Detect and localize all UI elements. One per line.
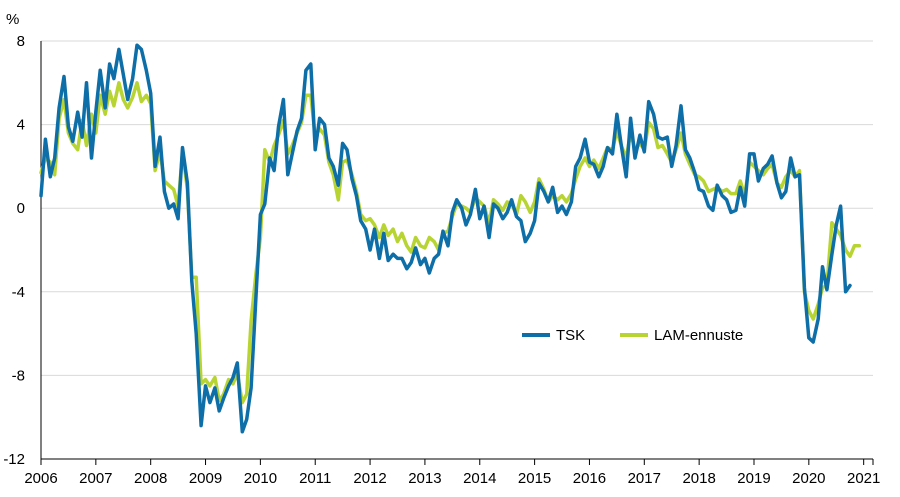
- x-tick-label: 2016: [573, 470, 606, 487]
- y-unit-label: %: [6, 11, 19, 28]
- y-tick-label: 4: [17, 117, 25, 134]
- y-tick-label: 0: [17, 200, 25, 217]
- y-tick-label: 8: [17, 33, 25, 50]
- x-tick-label: 2019: [737, 470, 770, 487]
- x-tick-label: 2009: [189, 470, 222, 487]
- legend-label: TSK: [556, 327, 585, 344]
- x-tick-label: 2014: [463, 470, 496, 487]
- x-tick-label: 2008: [134, 470, 167, 487]
- x-tick-label: 2013: [408, 470, 441, 487]
- x-tick-label: 2010: [244, 470, 277, 487]
- y-tick-labels: 8 4 0 -4 -8 -12: [3, 33, 25, 468]
- y-tick-label: -12: [3, 451, 25, 468]
- x-axis: 2006 2007 2008 2009 2010 2011 2012 2013 2014 2015…: [24, 41, 880, 487]
- series-line-tsk: [39, 43, 852, 434]
- x-tick-label: 2007: [79, 470, 112, 487]
- x-tick-label: 2018: [682, 470, 715, 487]
- x-tick-label: 2015: [518, 470, 551, 487]
- legend: TSK LAM-ennuste: [522, 327, 743, 344]
- x-tick-label: 2017: [628, 470, 661, 487]
- x-tick-label: 2020: [792, 470, 825, 487]
- series-lines: [39, 43, 862, 434]
- y-tick-label: -4: [12, 284, 25, 301]
- x-tick-label: 2011: [299, 470, 331, 487]
- x-tick-label: 2021: [847, 470, 880, 487]
- legend-label: LAM-ennuste: [654, 327, 743, 344]
- x-tick-label: 2012: [353, 470, 386, 487]
- x-tick-label: 2006: [24, 470, 57, 487]
- y-tick-label: -8: [12, 367, 25, 384]
